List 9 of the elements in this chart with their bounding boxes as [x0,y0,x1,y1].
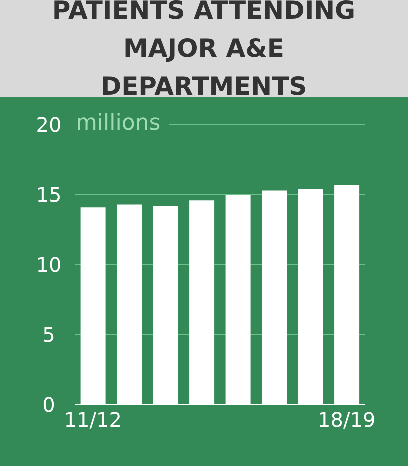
chart-title: PATIENTS ATTENDING MAJOR A&E DEPARTMENTS [51,0,357,100]
x-tick-label: 18/19 [318,408,376,432]
y-tick-label: 5 [42,323,56,348]
y-tick-label: 20 [36,113,62,138]
x-tick-label: 11/12 [64,408,122,432]
y-tick-label: 0 [42,393,56,418]
y-tick-label: 15 [36,183,62,208]
y-axis-title: millions [68,111,169,136]
y-tick-label: 10 [36,253,62,278]
